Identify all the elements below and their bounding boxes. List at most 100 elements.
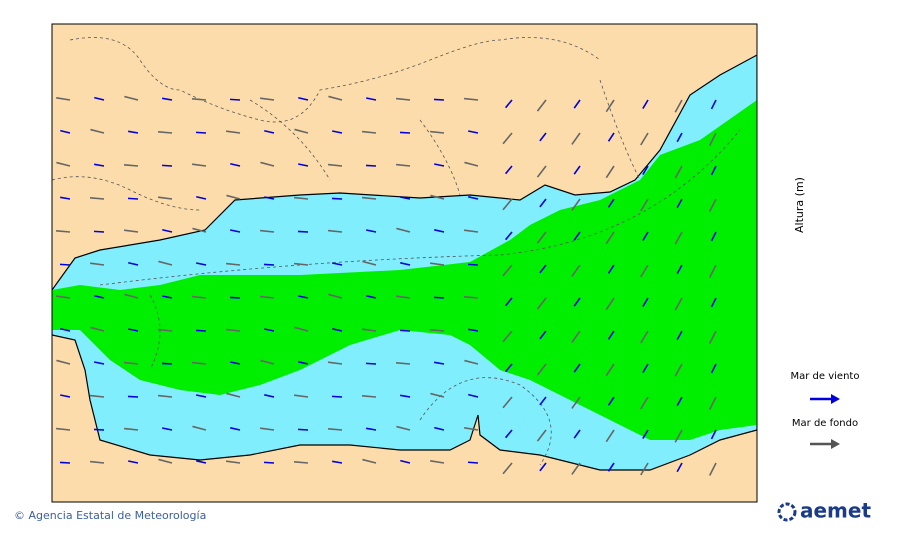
wave-arrow [468, 393, 479, 398]
wave-arrow [230, 427, 241, 431]
wave-arrow [157, 328, 173, 332]
wave-arrow [396, 227, 411, 233]
wave-arrow [331, 197, 343, 200]
wave-arrow [94, 361, 105, 365]
wave-arrow [93, 428, 105, 431]
wave-arrow [361, 395, 377, 398]
wave-arrow [362, 328, 377, 332]
wave-arrow [640, 330, 649, 344]
wave-arrow [293, 461, 309, 464]
wave-arrow [430, 460, 445, 464]
wave-arrow [571, 462, 581, 475]
wave-arrow [294, 128, 309, 134]
wave-arrow [463, 97, 479, 101]
wave-arrow [430, 262, 445, 266]
wave-arrow [60, 394, 71, 398]
wave-arrow [297, 428, 309, 431]
wave-arrow [192, 227, 207, 233]
wave-arrow [539, 396, 547, 406]
wave-arrow [676, 330, 683, 341]
wave-arrow [327, 229, 343, 233]
wave-arrow [196, 460, 207, 464]
wave-arrow [226, 130, 241, 134]
wave-arrow [430, 392, 445, 398]
wave-arrow [502, 198, 513, 211]
wave-arrow [298, 96, 309, 101]
wave-arrow [642, 297, 649, 307]
wave-arrow [536, 165, 547, 178]
wave-arrow [93, 230, 105, 233]
wave-arrow [605, 363, 615, 377]
wave-arrow [127, 395, 139, 398]
wave-arrow [230, 162, 241, 167]
wave-arrow [195, 329, 207, 332]
wave-arrow [399, 131, 411, 134]
wave-arrow [60, 327, 71, 332]
wave-arrow [56, 359, 71, 365]
wave-arrow [230, 361, 241, 365]
wave-arrow [127, 197, 139, 200]
wave-arrow [396, 425, 411, 431]
wave-arrow [642, 429, 649, 439]
wave-arrow [468, 130, 479, 134]
wave-arrow [674, 99, 683, 113]
legend-label: Mar de fondo [792, 418, 858, 429]
wave-arrow [536, 99, 547, 112]
legend-arrow-head [831, 394, 840, 404]
wave-arrow [395, 362, 411, 365]
wave-arrow [264, 196, 275, 200]
wave-arrow [196, 195, 207, 200]
wave-arrow [502, 264, 513, 277]
wave-arrow [90, 262, 105, 266]
wave-arrow [328, 293, 343, 299]
wave-arrow [642, 165, 649, 175]
wave-arrow [259, 295, 275, 299]
wave-arrow [124, 293, 139, 299]
wave-arrow [56, 97, 71, 101]
wave-arrow [123, 361, 139, 365]
wave-arrow [607, 132, 615, 142]
wave-arrow [362, 260, 377, 266]
wave-arrow [708, 132, 717, 146]
wave-arrow [504, 231, 513, 241]
wave-arrow [124, 95, 139, 101]
wave-arrow [162, 97, 173, 101]
wave-arrow [89, 197, 105, 200]
wave-arrow [573, 165, 581, 175]
wave-arrow [434, 426, 445, 431]
wave-arrow [327, 428, 343, 431]
wave-arrow [710, 165, 717, 176]
wave-arrow [708, 396, 717, 410]
wave-arrow [674, 165, 683, 179]
wave-arrow [504, 165, 513, 175]
wave-arrow [157, 131, 173, 134]
wave-arrow [192, 425, 207, 431]
wave-arrow [710, 363, 717, 374]
wave-arrows [55, 95, 717, 476]
wave-arrow [464, 161, 479, 167]
wave-arrow [395, 163, 411, 167]
wave-arrow [676, 132, 683, 143]
wave-arrow [571, 132, 581, 145]
wave-arrow [536, 231, 547, 244]
wave-arrow [710, 429, 717, 440]
wave-arrow [297, 230, 309, 233]
wave-arrow [158, 260, 173, 266]
wave-arrow [708, 462, 717, 476]
wave-arrow [468, 328, 479, 332]
wave-arrow [642, 99, 649, 109]
wave-arrow [332, 262, 343, 266]
credit: © Agencia Estatal de Meteorología [14, 509, 206, 522]
wave-arrow [89, 460, 105, 464]
wave-arrow [464, 427, 479, 431]
wave-arrow [607, 330, 615, 340]
wave-arrow [396, 295, 411, 299]
wave-arrow [502, 396, 513, 409]
wave-arrow [504, 429, 513, 439]
wave-arrow [640, 198, 649, 212]
wave-arrow [640, 132, 649, 146]
wave-arrow [573, 99, 581, 109]
wave-arrow [674, 231, 683, 245]
legend-label: Mar de viento [791, 371, 860, 382]
